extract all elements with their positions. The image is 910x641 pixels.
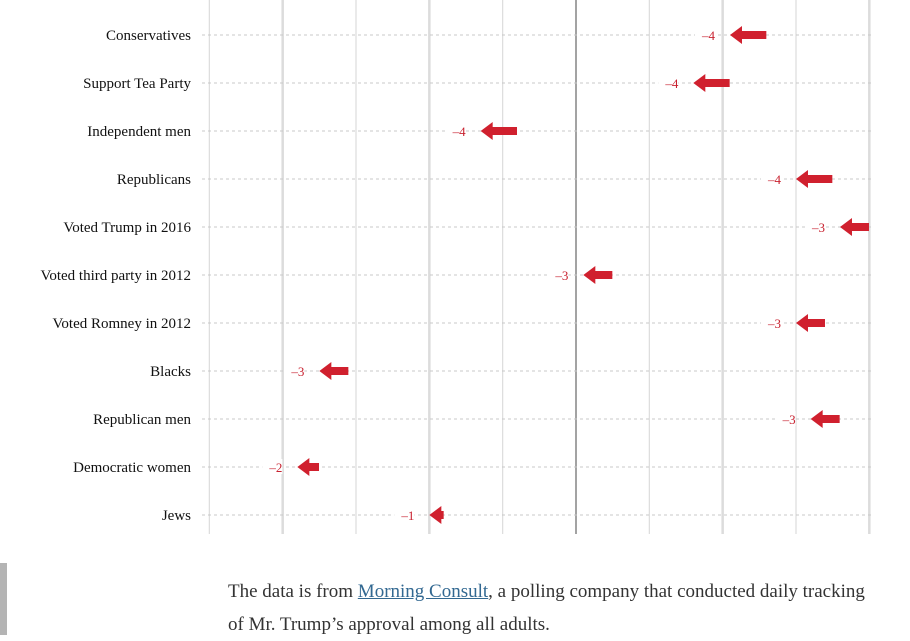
change-label: –4: [452, 124, 467, 139]
label-bg: [760, 315, 781, 330]
change-arrow: [297, 458, 320, 476]
chart-row: Independent men –4: [87, 122, 873, 140]
change-label: –4: [767, 172, 782, 187]
change-arrow: [729, 26, 767, 44]
label-bg: [760, 171, 781, 186]
chart-row: Conservatives –4: [106, 26, 873, 44]
chart-row: Voted third party in 2012 –3: [40, 266, 873, 284]
row-label: Independent men: [87, 124, 191, 140]
caption-after: , a polling company that conducted daily…: [228, 581, 865, 635]
scrollbar[interactable]: [0, 563, 7, 635]
row-label: Voted Romney in 2012: [53, 316, 191, 332]
morning-consult-link[interactable]: Morning Consult: [357, 581, 489, 602]
row-label: Voted third party in 2012: [40, 268, 191, 284]
label-bg: [694, 27, 715, 42]
change-label: –2: [268, 460, 282, 475]
change-arrow: [480, 122, 518, 140]
caption-before: The data is from: [228, 581, 358, 602]
chart-row: Voted Romney in 2012 –3: [53, 314, 873, 332]
row-label: Jews: [162, 508, 191, 524]
label-bg: [262, 459, 283, 474]
label-bg: [548, 267, 569, 282]
change-label: –3: [782, 412, 796, 427]
row-label: Republican men: [93, 412, 191, 428]
change-arrow: [839, 218, 869, 236]
change-arrow: [810, 410, 840, 428]
label-bg: [284, 363, 305, 378]
change-label: –3: [554, 268, 568, 283]
row-label: Conservatives: [106, 28, 191, 44]
change-label: –4: [664, 76, 679, 91]
change-label: –3: [811, 220, 825, 235]
change-arrow: [319, 362, 349, 380]
grid: [208, 0, 871, 534]
change-arrow: [583, 266, 613, 284]
change-label: –3: [767, 316, 781, 331]
label-bg: [658, 75, 679, 90]
change-label: –4: [701, 28, 716, 43]
label-bg: [445, 123, 466, 138]
row-label: Support Tea Party: [83, 76, 191, 92]
chart-row: Republican men –3: [93, 410, 873, 428]
row-label: Voted Trump in 2016: [63, 220, 191, 236]
change-arrow: [795, 170, 833, 188]
label-bg: [775, 411, 796, 426]
chart-row: Jews –1: [162, 506, 873, 524]
change-arrow: [693, 74, 730, 92]
label-bg: [804, 219, 825, 234]
row-label: Blacks: [150, 364, 191, 380]
change-label: –1: [400, 508, 414, 523]
chart-row: Democratic women –2: [73, 458, 873, 476]
row-label: Republicans: [117, 172, 191, 188]
change-label: –3: [290, 364, 304, 379]
chart-row: Republicans –4: [117, 170, 873, 188]
row-label: Democratic women: [73, 460, 191, 476]
change-arrow: [429, 506, 444, 524]
chart-row: Blacks –3: [150, 362, 873, 380]
chart-row: Support Tea Party –4: [83, 74, 873, 92]
chart-row: Voted Trump in 2016 –3: [63, 218, 873, 236]
change-arrow: [795, 314, 825, 332]
label-bg: [394, 507, 415, 522]
caption: The data is from Morning Consult, a poll…: [228, 575, 868, 641]
